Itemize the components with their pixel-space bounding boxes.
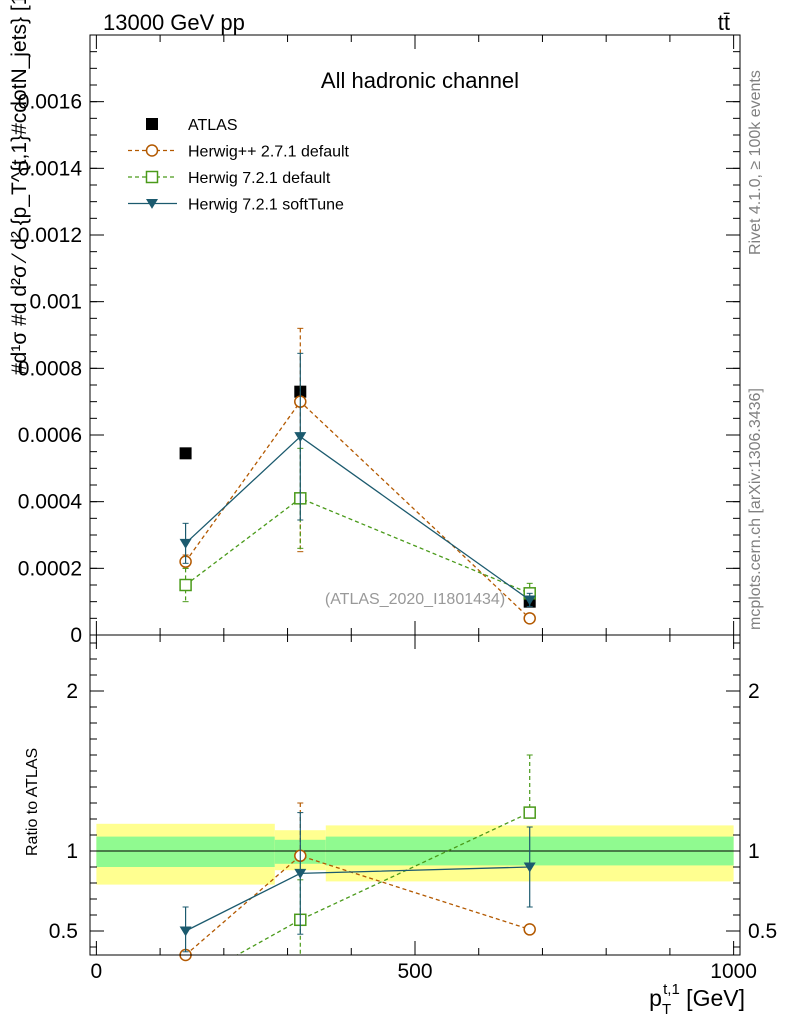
ratio-y-tick-label: 2 <box>66 680 78 703</box>
x-tick-label: 1000 <box>710 960 757 983</box>
ratio-y-tick-label: 0.5 <box>49 920 78 943</box>
x-tick-label: 500 <box>397 960 432 983</box>
legend-item: Herwig 7.2.1 softTune <box>128 197 344 214</box>
ratio-data-point <box>523 862 536 873</box>
main-series-herwig-7-2-1-default <box>179 447 536 603</box>
main-axis-ticks: 0 0.0002 0.0004 0.0006 0.0008 0.001 0.0012 0.00… <box>18 34 740 647</box>
legend-label: Herwig++ 2.7.1 default <box>188 144 350 161</box>
ratio-series-line <box>185 855 530 955</box>
ratio-panel: 0.5 0.5 1 1 2 2 0 500 1000 Ratio to ATLAS pTt,1 … <box>24 634 777 1018</box>
ratio-y-tick-label-right: 2 <box>748 680 760 703</box>
main-y-tick-label: 0.0014 <box>18 157 83 180</box>
legend-marker <box>145 144 159 157</box>
main-y-axis-title-text: #d¹σ #d d²σ ⁄ d² {p_T^{t,1}#cdotN_jets} … <box>8 0 31 375</box>
main-data-point <box>523 595 536 606</box>
main-series-herwig-7-2-1-softtune <box>179 352 536 608</box>
ratio-data-point <box>179 926 192 937</box>
x-axis-title-sup: t,1 <box>663 981 680 998</box>
legend: ATLAS Herwig++ 2.7.1 default Herwig 7.2.1 … <box>128 117 350 214</box>
x-tick-label: 0 <box>91 960 103 983</box>
x-axis-title-main: p <box>649 985 662 1011</box>
main-data-point <box>179 538 192 549</box>
x-axis-title-text: pTt,1 [GeV] <box>649 981 745 1018</box>
ratio-y-tick-label-right: 0.5 <box>748 920 777 943</box>
ratio-data-point <box>523 923 536 936</box>
legend-label: Herwig 7.2.1 default <box>188 170 331 187</box>
legend-marker <box>146 199 158 209</box>
main-series-line <box>185 497 530 594</box>
main-series-line <box>185 435 531 601</box>
ratio-y-tick-label: 1 <box>66 840 78 863</box>
main-y-tick-label: 0.001 <box>29 291 82 314</box>
header-energy-label: 13000 GeV pp <box>103 10 245 35</box>
main-data-point <box>523 612 536 625</box>
x-axis-title: pTt,1 [GeV] <box>649 981 745 1018</box>
legend-item: ATLAS <box>146 117 238 134</box>
main-series-herwig-2-7-1-default <box>179 327 536 625</box>
legend-item: Herwig++ 2.7.1 default <box>128 144 350 161</box>
ratio-y-tick-label-right: 1 <box>748 840 760 863</box>
legend-marker <box>145 170 159 184</box>
mcplots-label: mcplots.cern.ch [arXiv:1306.3436] <box>747 388 764 630</box>
ratio-series-herwig-7-2-1-softtune <box>179 812 536 953</box>
main-series-atlas <box>179 385 536 608</box>
main-y-tick-label: 0.0004 <box>18 491 83 514</box>
main-panel: 0 0.0002 0.0004 0.0006 0.0008 0.001 0.0012 0.00… <box>8 0 741 647</box>
ratio-data-point <box>294 868 307 879</box>
header-process-label: tt̄ <box>718 10 730 35</box>
main-y-tick-label: 0.0008 <box>18 357 82 380</box>
main-data-point <box>179 447 192 460</box>
legend-item: Herwig 7.2.1 default <box>128 170 331 187</box>
chart-title: All hadronic channel <box>321 68 519 93</box>
main-y-tick-label: 0.0016 <box>18 91 82 114</box>
main-y-tick-label: 0 <box>70 624 82 647</box>
ratio-y-axis-title: Ratio to ATLAS <box>24 748 41 856</box>
main-y-axis-title: #d¹σ #d d²σ ⁄ d² {p_T^{t,1}#cdotN_jets} … <box>8 0 31 375</box>
ratio-data-point <box>523 806 536 819</box>
main-y-tick-label: 0.0002 <box>18 557 82 580</box>
legend-label: ATLAS <box>188 117 238 134</box>
x-axis-title-unit: [GeV] <box>680 985 745 1011</box>
ratio-uncertainty-bands <box>96 823 734 885</box>
ratio-axis-ticks: 0.5 0.5 1 1 2 2 0 500 1000 <box>49 635 777 983</box>
legend-label: Herwig 7.2.1 softTune <box>188 197 344 214</box>
x-axis-title-sub: T <box>662 1001 671 1018</box>
legend-marker <box>146 118 158 130</box>
main-data-point <box>179 578 192 592</box>
ratio-inner-band <box>96 836 275 867</box>
main-y-tick-label: 0.0006 <box>18 424 82 447</box>
analysis-annotation: (ATLAS_2020_I1801434) <box>325 591 505 608</box>
main-series-line <box>185 400 531 619</box>
main-y-tick-label: 0.0012 <box>18 224 82 247</box>
rivet-version-label: Rivet 4.1.0, ≥ 100k events <box>747 70 764 255</box>
main-data-point <box>294 432 307 443</box>
